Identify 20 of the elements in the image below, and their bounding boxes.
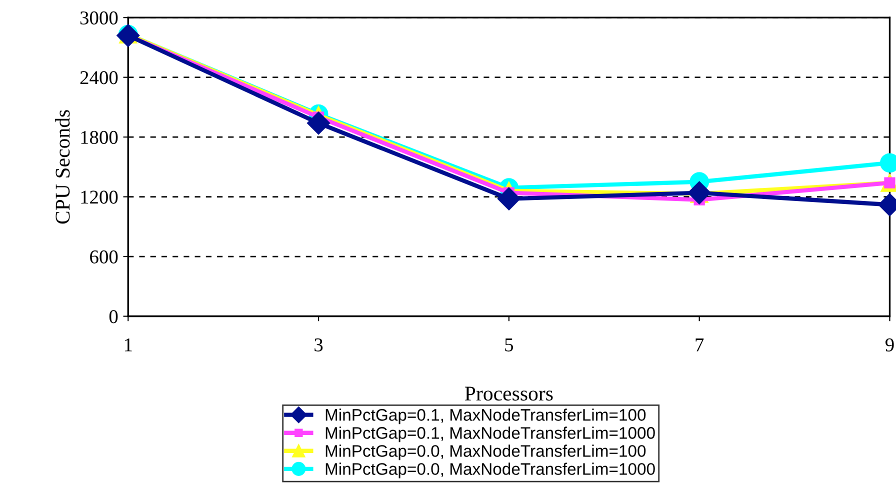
y-tick-label: 1800	[81, 130, 118, 144]
y-tick-label: 600	[90, 250, 118, 264]
legend-label: MinPctGap=0.0, MaxNodeTransferLim=100	[326, 444, 646, 460]
y-tick-label: 3000	[80, 11, 118, 25]
y-tick-label: 1200	[81, 190, 118, 204]
x-tick-label: 7	[696, 338, 704, 352]
legend-label: MinPctGap=0.1, MaxNodeTransferLim=1000	[326, 426, 655, 442]
point	[688, 181, 711, 204]
x-tick-label: 3	[314, 338, 323, 352]
y-tick-label: 2400	[80, 71, 118, 84]
y-tick-label: 0	[109, 310, 118, 324]
legend-label: MinPctGap=0.1, MaxNodeTransferLim=100	[326, 408, 646, 424]
x-axis-title: Processors	[464, 386, 553, 401]
point	[497, 187, 520, 210]
legend-label: MinPctGap=0.0, MaxNodeTransferLim=1000	[326, 462, 655, 478]
point	[307, 112, 330, 135]
x-tick-label: 9	[885, 338, 894, 352]
x-tick-label: 1	[124, 338, 132, 352]
x-tick-label: 5	[505, 338, 514, 352]
y-axis-title: CPU Seconds	[55, 110, 70, 224]
